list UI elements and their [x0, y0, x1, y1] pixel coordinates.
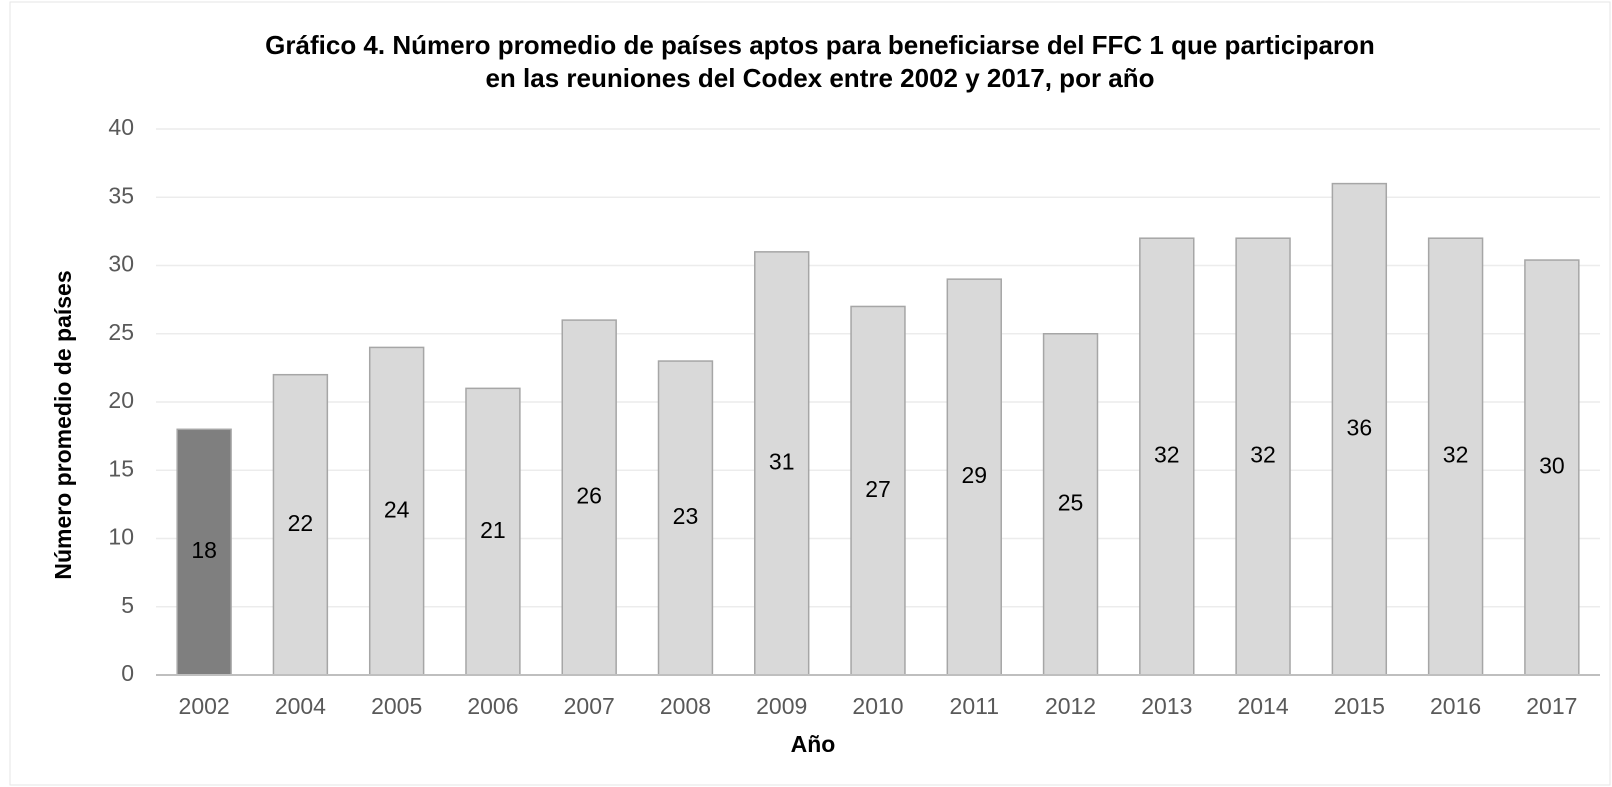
x-axis-title: Año: [791, 731, 836, 757]
x-tick-label: 2015: [1334, 693, 1385, 719]
x-tick-label: 2014: [1237, 693, 1288, 719]
y-tick-label: 10: [108, 524, 134, 550]
data-label: 32: [1154, 442, 1180, 468]
data-label: 32: [1250, 442, 1276, 468]
data-label: 22: [288, 510, 314, 536]
bar: [657, 360, 714, 676]
chart-title: Gráfico 4. Número promedio de países apt…: [265, 30, 1375, 60]
bar: [1427, 237, 1484, 676]
y-tick-label: 0: [121, 660, 134, 686]
x-tick-label: 2002: [179, 693, 230, 719]
data-label: 25: [1058, 489, 1084, 515]
x-tick-label: 2008: [660, 693, 711, 719]
data-label: 30: [1539, 453, 1565, 479]
data-label: 21: [480, 517, 506, 543]
y-tick-label: 40: [108, 114, 134, 140]
bar: [1139, 237, 1195, 676]
x-tick-label: 2012: [1045, 693, 1096, 719]
y-tick-label: 5: [121, 592, 134, 618]
data-label: 23: [673, 503, 699, 529]
data-label: 32: [1443, 442, 1469, 468]
x-tick-label: 2007: [564, 693, 615, 719]
bar: [754, 251, 810, 676]
x-tick-label: 2004: [275, 693, 326, 719]
data-label: 36: [1347, 414, 1373, 440]
y-tick-label: 35: [108, 182, 134, 208]
x-tick-label: 2006: [467, 693, 518, 719]
data-label: 18: [191, 537, 217, 563]
y-tick-label: 25: [108, 319, 134, 345]
x-tick-label: 2005: [371, 693, 422, 719]
bar: [850, 305, 906, 676]
bar: [1524, 259, 1580, 676]
bar: [1331, 182, 1388, 676]
x-tick-label: 2013: [1141, 693, 1192, 719]
data-label: 24: [384, 496, 410, 522]
x-tick-label: 2009: [756, 693, 807, 719]
bar: [561, 319, 617, 676]
bar: [946, 278, 1002, 676]
bar: [1235, 237, 1291, 676]
x-tick-label: 2010: [852, 693, 903, 719]
x-tick-label: 2016: [1430, 693, 1481, 719]
chart-title: en las reuniones del Codex entre 2002 y …: [485, 63, 1154, 93]
data-label: 29: [961, 462, 987, 488]
y-axis-title: Número promedio de países: [50, 270, 76, 579]
x-tick-label: 2011: [950, 693, 999, 719]
y-tick-label: 15: [108, 455, 134, 481]
bar: [1042, 333, 1099, 676]
y-tick-label: 20: [108, 387, 134, 413]
x-tick-label: 2017: [1526, 693, 1577, 719]
data-label: 31: [769, 449, 795, 475]
y-tick-label: 30: [108, 251, 134, 277]
data-label: 27: [865, 476, 891, 502]
data-label: 26: [576, 483, 602, 509]
